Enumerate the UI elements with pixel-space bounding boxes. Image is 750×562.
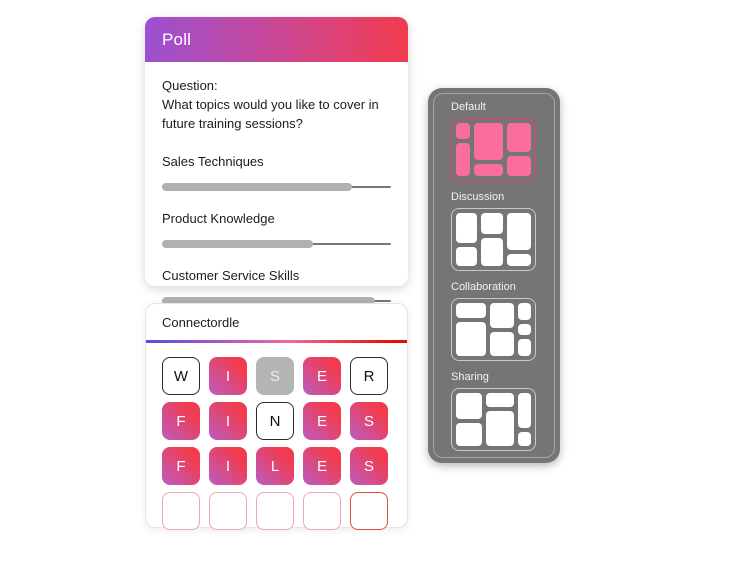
poll-option-product-knowledge[interactable]: Product Knowledge <box>162 211 391 248</box>
layout-thumbnail-discussion[interactable] <box>451 208 536 271</box>
poll-card: Poll Question: What topics would you lik… <box>145 17 408 305</box>
layout-section-discussion: Discussion <box>451 191 560 271</box>
poll-option-label: Sales Techniques <box>162 153 264 169</box>
letter-tile <box>209 492 247 530</box>
poll-option-bar <box>162 239 391 248</box>
poll-option-bar <box>162 296 391 305</box>
letter-tile <box>256 492 294 530</box>
letter-tile: I <box>209 447 247 485</box>
layout-thumbnail-sharing[interactable] <box>451 388 536 451</box>
poll-option-label: Customer Service Skills <box>162 267 300 283</box>
letter-tile: E <box>303 402 341 440</box>
poll-option-sales-techniques[interactable]: Sales Techniques <box>162 154 391 191</box>
letter-tile: E <box>303 447 341 485</box>
layout-block <box>456 143 470 176</box>
poll-card-header: Poll <box>145 17 408 62</box>
letter-tile: R <box>350 357 388 395</box>
letter-tile <box>303 492 341 530</box>
layout-block <box>456 321 486 356</box>
layout-block <box>518 339 531 356</box>
layout-block <box>490 303 514 328</box>
layout-block <box>506 213 531 250</box>
letter-tile: S <box>350 447 388 485</box>
thumb-column <box>506 213 531 266</box>
layout-label-discussion: Discussion <box>451 191 505 203</box>
layout-block <box>518 303 531 320</box>
letter-tile: S <box>256 357 294 395</box>
poll-option-bar <box>162 182 391 191</box>
layout-block <box>456 123 470 140</box>
layout-selector-panel: Default Discuss <box>428 88 560 463</box>
thumb-column <box>506 123 531 176</box>
letter-tile <box>162 492 200 530</box>
layout-thumbnail-default[interactable] <box>451 118 536 181</box>
thumb-column <box>480 213 503 266</box>
thumb-column <box>518 393 531 446</box>
poll-title: Poll <box>162 29 192 49</box>
connectordle-title: Connectordle <box>162 315 240 330</box>
letter-tile <box>350 492 388 530</box>
layout-block <box>456 393 482 419</box>
thumb-column <box>473 123 503 176</box>
layout-block <box>456 303 486 318</box>
poll-body: Question: What topics would you like to … <box>145 62 408 305</box>
layout-block <box>480 238 503 266</box>
letter-tile: N <box>256 402 294 440</box>
layout-block <box>518 393 531 429</box>
layout-label-default: Default <box>451 101 486 113</box>
poll-question-label: Question: <box>162 78 218 93</box>
thumb-column <box>518 303 531 356</box>
letter-tile: S <box>350 402 388 440</box>
layout-section-default: Default <box>451 101 560 181</box>
layout-block <box>456 247 477 266</box>
layout-thumbnail-collaboration[interactable] <box>451 298 536 361</box>
thumb-column <box>486 393 514 446</box>
layout-label-collaboration: Collaboration <box>451 281 516 293</box>
thumb-column <box>456 303 486 356</box>
layout-section-sharing: Sharing <box>451 371 560 451</box>
layout-block <box>456 422 482 446</box>
layout-block <box>518 323 531 336</box>
letter-tile: I <box>209 402 247 440</box>
layout-block <box>473 163 503 176</box>
letter-tile: W <box>162 357 200 395</box>
layout-block <box>486 411 514 446</box>
layout-block <box>506 123 531 152</box>
layout-block <box>518 432 531 446</box>
layout-label-sharing: Sharing <box>451 371 489 383</box>
letter-tile: F <box>162 447 200 485</box>
poll-bar-fill <box>162 296 375 305</box>
poll-option-label: Product Knowledge <box>162 210 275 226</box>
layout-block <box>480 213 503 235</box>
thumb-column <box>456 393 482 446</box>
layout-block <box>506 155 531 176</box>
letter-tile: I <box>209 357 247 395</box>
layout-block <box>456 213 477 244</box>
thumb-column <box>490 303 514 356</box>
layout-block <box>486 393 514 407</box>
poll-bar-fill <box>162 182 353 191</box>
letter-tile: E <box>303 357 341 395</box>
poll-bar-fill <box>162 239 314 248</box>
panel-content: Default Discuss <box>428 88 560 451</box>
gradient-divider <box>146 340 407 343</box>
poll-option-customer-service-skills[interactable]: Customer Service Skills <box>162 268 391 305</box>
letter-tile: F <box>162 402 200 440</box>
layout-block <box>473 123 503 160</box>
layout-block <box>506 253 531 266</box>
thumb-column <box>456 213 477 266</box>
layout-block <box>490 331 514 356</box>
thumb-column <box>456 123 470 176</box>
layout-section-collaboration: Collaboration <box>451 281 560 361</box>
letter-tile: L <box>256 447 294 485</box>
poll-question: What topics would you like to cover in f… <box>162 96 379 131</box>
